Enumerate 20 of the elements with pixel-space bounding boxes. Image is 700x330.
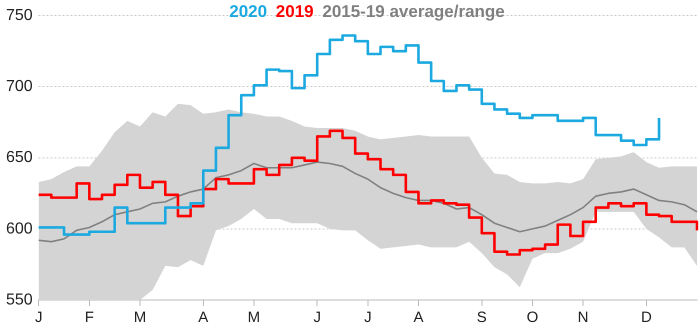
- x-tick-label: A: [198, 309, 208, 326]
- x-tick-label: J: [34, 309, 42, 326]
- x-tick-label: J: [313, 309, 321, 326]
- x-tick-label: O: [526, 309, 538, 326]
- y-tick-label: 750: [6, 7, 33, 24]
- y-tick-label: 550: [6, 291, 33, 308]
- text: 2019: [276, 2, 314, 21]
- x-tick-label: N: [578, 309, 588, 326]
- x-tick-label: S: [476, 309, 487, 326]
- x-tick-label: M: [248, 309, 260, 326]
- y-tick-label: 600: [6, 220, 33, 238]
- text: 2020: [229, 2, 268, 21]
- x-tick-label: J: [364, 309, 372, 326]
- x-tick-label: M: [134, 309, 146, 326]
- text: 2015-19 average/range: [322, 2, 505, 21]
- x-tick-label: F: [84, 309, 94, 326]
- y-tick-label: 700: [6, 78, 33, 96]
- x-tick-label: D: [640, 309, 652, 326]
- x-tick-label: A: [413, 309, 424, 326]
- y-tick-label: 650: [6, 149, 33, 166]
